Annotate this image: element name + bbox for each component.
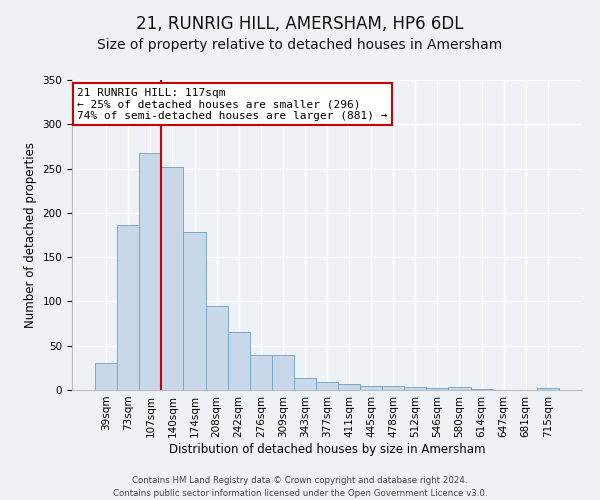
Bar	[316, 382, 338, 390]
Bar	[139, 152, 161, 390]
Text: Size of property relative to detached houses in Amersham: Size of property relative to detached ho…	[97, 38, 503, 52]
Bar	[272, 356, 294, 390]
Bar	[227, 332, 250, 390]
X-axis label: Distribution of detached houses by size in Amersham: Distribution of detached houses by size …	[169, 442, 485, 456]
Text: Contains HM Land Registry data © Crown copyright and database right 2024.
Contai: Contains HM Land Registry data © Crown c…	[113, 476, 487, 498]
Bar	[294, 378, 316, 390]
Bar	[95, 364, 117, 390]
Text: 21 RUNRIG HILL: 117sqm
← 25% of detached houses are smaller (296)
74% of semi-de: 21 RUNRIG HILL: 117sqm ← 25% of detached…	[77, 88, 388, 121]
Text: 21, RUNRIG HILL, AMERSHAM, HP6 6DL: 21, RUNRIG HILL, AMERSHAM, HP6 6DL	[136, 15, 464, 33]
Bar	[161, 167, 184, 390]
Bar	[537, 388, 559, 390]
Bar	[404, 388, 427, 390]
Bar	[360, 386, 382, 390]
Bar	[184, 232, 206, 390]
Bar	[117, 226, 139, 390]
Bar	[448, 388, 470, 390]
Bar	[427, 388, 448, 390]
Bar	[250, 354, 272, 390]
Bar	[382, 386, 404, 390]
Bar	[338, 384, 360, 390]
Bar	[206, 306, 227, 390]
Y-axis label: Number of detached properties: Number of detached properties	[24, 142, 37, 328]
Bar	[470, 389, 493, 390]
